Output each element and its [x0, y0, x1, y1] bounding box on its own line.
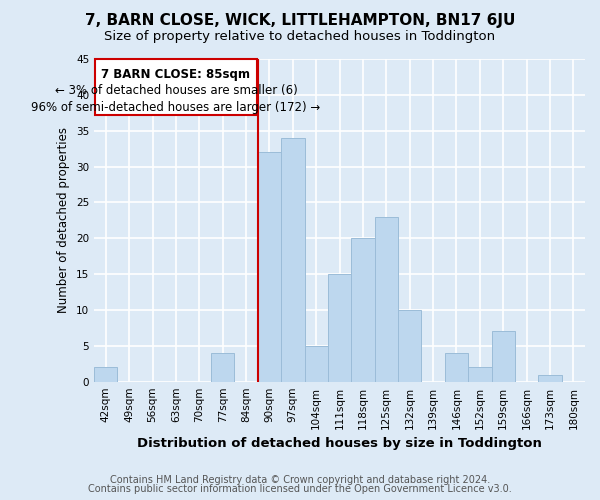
Bar — [351, 238, 374, 382]
Bar — [211, 353, 235, 382]
FancyBboxPatch shape — [95, 59, 257, 115]
Bar — [398, 310, 421, 382]
Bar — [491, 332, 515, 382]
Text: 7, BARN CLOSE, WICK, LITTLEHAMPTON, BN17 6JU: 7, BARN CLOSE, WICK, LITTLEHAMPTON, BN17… — [85, 12, 515, 28]
Bar — [94, 368, 118, 382]
Text: ← 3% of detached houses are smaller (6): ← 3% of detached houses are smaller (6) — [55, 84, 298, 97]
Text: 96% of semi-detached houses are larger (172) →: 96% of semi-detached houses are larger (… — [31, 100, 320, 114]
Bar — [468, 368, 491, 382]
Bar — [445, 353, 468, 382]
X-axis label: Distribution of detached houses by size in Toddington: Distribution of detached houses by size … — [137, 437, 542, 450]
Bar — [258, 152, 281, 382]
Bar — [374, 217, 398, 382]
Bar — [328, 274, 351, 382]
Bar — [305, 346, 328, 382]
Text: Contains HM Land Registry data © Crown copyright and database right 2024.: Contains HM Land Registry data © Crown c… — [110, 475, 490, 485]
Text: Contains public sector information licensed under the Open Government Licence v3: Contains public sector information licen… — [88, 484, 512, 494]
Y-axis label: Number of detached properties: Number of detached properties — [58, 128, 70, 314]
Bar — [281, 138, 305, 382]
Text: 7 BARN CLOSE: 85sqm: 7 BARN CLOSE: 85sqm — [101, 68, 250, 80]
Text: Size of property relative to detached houses in Toddington: Size of property relative to detached ho… — [104, 30, 496, 43]
Bar — [538, 374, 562, 382]
